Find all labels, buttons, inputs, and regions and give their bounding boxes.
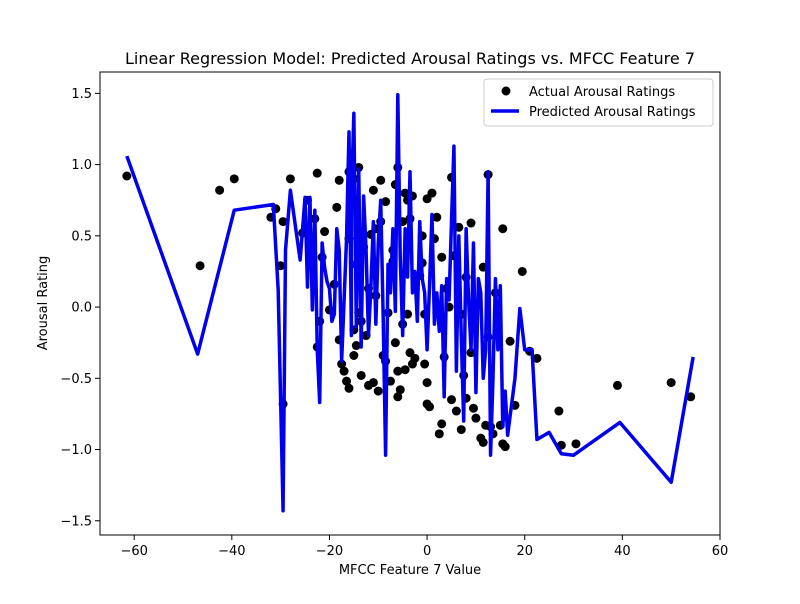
data-point — [425, 402, 435, 412]
x-tick-label: −60 — [120, 544, 147, 559]
y-tick-label: −1.5 — [60, 514, 92, 529]
data-point — [344, 383, 354, 393]
data-point — [320, 227, 330, 237]
x-tick-label: −40 — [218, 544, 245, 559]
x-axis: −60 −40 −20 0 20 40 60 — [120, 535, 728, 559]
data-point — [532, 353, 542, 363]
data-point — [498, 224, 508, 234]
data-point — [278, 217, 288, 227]
data-point — [505, 336, 515, 346]
x-axis-label: MFCC Feature 7 Value — [339, 563, 481, 578]
data-point — [403, 309, 413, 319]
data-point — [427, 188, 437, 198]
data-point — [356, 370, 366, 380]
data-point — [456, 425, 466, 435]
data-point — [451, 406, 461, 416]
data-point — [368, 185, 378, 195]
data-point — [312, 168, 322, 178]
legend: Actual Arousal Ratings Predicted Arousal… — [483, 78, 714, 127]
data-point — [432, 212, 442, 222]
y-tick-label: −1.0 — [60, 443, 92, 458]
y-axis: −1.5 −1.0 −0.5 0.0 0.5 1.0 1.5 — [60, 87, 100, 529]
data-point — [437, 252, 447, 262]
data-point — [349, 351, 359, 360]
data-point — [337, 359, 347, 369]
data-point — [215, 185, 225, 195]
legend-marker-actual — [501, 86, 511, 96]
data-point — [500, 442, 510, 452]
data-point — [368, 378, 378, 388]
data-point — [334, 175, 344, 185]
data-point — [332, 202, 342, 212]
data-point — [342, 376, 352, 386]
data-point — [390, 338, 400, 348]
data-point — [229, 174, 239, 184]
y-tick-label: −0.5 — [60, 372, 92, 387]
data-point — [471, 413, 481, 423]
x-tick-label: 40 — [614, 544, 631, 559]
data-point — [447, 395, 456, 405]
x-tick-label: 60 — [712, 544, 729, 559]
legend-label-actual: Actual Arousal Ratings — [529, 85, 675, 100]
data-point — [339, 366, 349, 376]
data-point — [466, 218, 476, 228]
data-point — [434, 429, 444, 439]
legend-box — [483, 78, 714, 127]
x-tick-label: 0 — [423, 544, 431, 559]
data-point — [612, 380, 622, 390]
data-point — [466, 348, 476, 358]
data-point — [422, 378, 432, 388]
y-tick-label: 1.5 — [71, 87, 92, 102]
data-point — [376, 175, 386, 185]
y-tick-label: 0.5 — [71, 229, 92, 244]
data-point — [437, 419, 447, 429]
data-point — [373, 386, 383, 396]
data-point — [686, 392, 696, 402]
data-point — [571, 439, 581, 449]
data-point — [554, 406, 564, 416]
data-point — [400, 365, 410, 375]
predicted-line — [125, 93, 695, 513]
x-tick-label: −20 — [316, 544, 343, 559]
y-axis-label: Arousal Rating — [36, 256, 51, 351]
data-point — [468, 403, 478, 413]
data-point — [195, 261, 205, 271]
data-point — [122, 171, 132, 181]
x-tick-label: 20 — [516, 544, 533, 559]
chart-title: Linear Regression Model: Predicted Arous… — [125, 49, 695, 68]
data-point — [400, 188, 410, 198]
data-point — [395, 385, 405, 395]
data-point — [393, 366, 403, 376]
data-point — [666, 378, 676, 388]
data-point — [351, 341, 361, 351]
data-point — [517, 266, 527, 276]
data-point — [285, 174, 295, 184]
data-point — [393, 392, 403, 402]
data-point — [381, 197, 391, 207]
data-point — [410, 353, 420, 363]
y-tick-label: 0.0 — [71, 301, 92, 316]
data-point — [420, 359, 430, 369]
axes-frame — [99, 71, 721, 536]
legend-label-predicted: Predicted Arousal Ratings — [529, 105, 696, 120]
plot-area — [122, 93, 696, 513]
y-tick-label: 1.0 — [71, 158, 92, 173]
data-point — [478, 437, 488, 447]
